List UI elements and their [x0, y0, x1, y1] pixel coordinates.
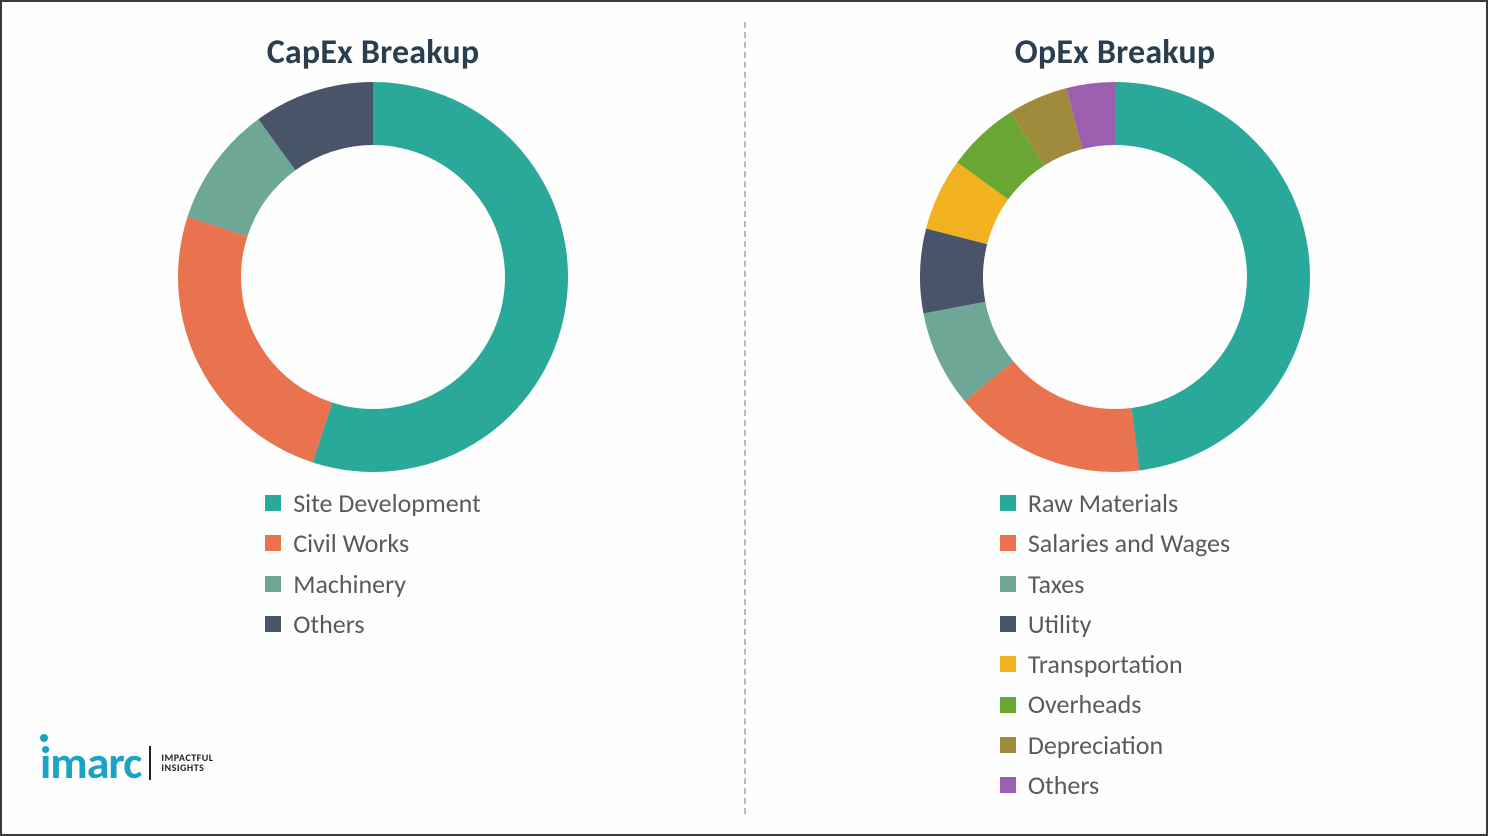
vertical-divider: [744, 22, 746, 814]
opex-legend-label-7: Others: [1028, 765, 1099, 805]
opex-legend-row-1: Salaries and Wages: [1000, 523, 1230, 563]
opex-legend-swatch-4: [1000, 656, 1016, 672]
capex-legend-swatch-3: [265, 616, 281, 632]
opex-title: OpEx Breakup: [1015, 32, 1216, 73]
brand-logo: imarc IMPACTFUL INSIGHTS: [40, 740, 214, 786]
opex-legend-label-3: Utility: [1028, 604, 1092, 644]
opex-segment-0: [1115, 82, 1310, 470]
capex-legend-swatch-0: [265, 495, 281, 511]
opex-legend-label-2: Taxes: [1028, 564, 1085, 604]
brand-dot-icon: [40, 734, 48, 742]
opex-legend-label-4: Transportation: [1028, 644, 1183, 684]
opex-donut-wrap: [915, 77, 1315, 477]
outer-frame: CapEx Breakup Site DevelopmentCivil Work…: [0, 0, 1488, 836]
opex-legend-row-5: Overheads: [1000, 684, 1230, 724]
capex-legend-row-1: Civil Works: [265, 523, 481, 563]
opex-legend-label-1: Salaries and Wages: [1028, 523, 1230, 563]
opex-legend-label-6: Depreciation: [1028, 725, 1163, 765]
capex-title: CapEx Breakup: [267, 32, 480, 73]
opex-legend-row-6: Depreciation: [1000, 725, 1230, 765]
opex-legend-swatch-0: [1000, 495, 1016, 511]
opex-legend-label-5: Overheads: [1028, 684, 1142, 724]
brand-word-text: imarc: [40, 735, 141, 791]
opex-legend: Raw MaterialsSalaries and WagesTaxesUtil…: [1000, 483, 1230, 805]
capex-legend: Site DevelopmentCivil WorksMachineryOthe…: [265, 483, 481, 644]
capex-legend-swatch-1: [265, 535, 281, 551]
capex-segment-1: [178, 217, 332, 463]
opex-legend-swatch-3: [1000, 616, 1016, 632]
capex-legend-swatch-2: [265, 576, 281, 592]
opex-panel: OpEx Breakup Raw MaterialsSalaries and W…: [744, 2, 1486, 834]
brand-wordmark: imarc: [40, 740, 141, 786]
capex-legend-label-1: Civil Works: [293, 523, 409, 563]
capex-donut-chart: [173, 77, 573, 477]
brand-tagline: IMPACTFUL INSIGHTS: [161, 753, 213, 774]
opex-legend-swatch-7: [1000, 777, 1016, 793]
capex-legend-label-3: Others: [293, 604, 364, 644]
capex-legend-row-3: Others: [265, 604, 481, 644]
opex-legend-label-0: Raw Materials: [1028, 483, 1178, 523]
opex-legend-row-0: Raw Materials: [1000, 483, 1230, 523]
opex-donut-chart: [915, 77, 1315, 477]
opex-legend-row-2: Taxes: [1000, 564, 1230, 604]
opex-legend-row-3: Utility: [1000, 604, 1230, 644]
capex-legend-row-0: Site Development: [265, 483, 481, 523]
opex-legend-row-4: Transportation: [1000, 644, 1230, 684]
capex-legend-label-2: Machinery: [293, 564, 406, 604]
opex-legend-row-7: Others: [1000, 765, 1230, 805]
capex-legend-label-0: Site Development: [293, 483, 481, 523]
opex-legend-swatch-6: [1000, 737, 1016, 753]
capex-legend-row-2: Machinery: [265, 564, 481, 604]
opex-legend-swatch-1: [1000, 535, 1016, 551]
capex-donut-wrap: [173, 77, 573, 477]
opex-legend-swatch-5: [1000, 697, 1016, 713]
opex-legend-swatch-2: [1000, 576, 1016, 592]
capex-panel: CapEx Breakup Site DevelopmentCivil Work…: [2, 2, 744, 834]
brand-separator: [149, 746, 151, 780]
brand-tag-line2: INSIGHTS: [161, 763, 213, 774]
